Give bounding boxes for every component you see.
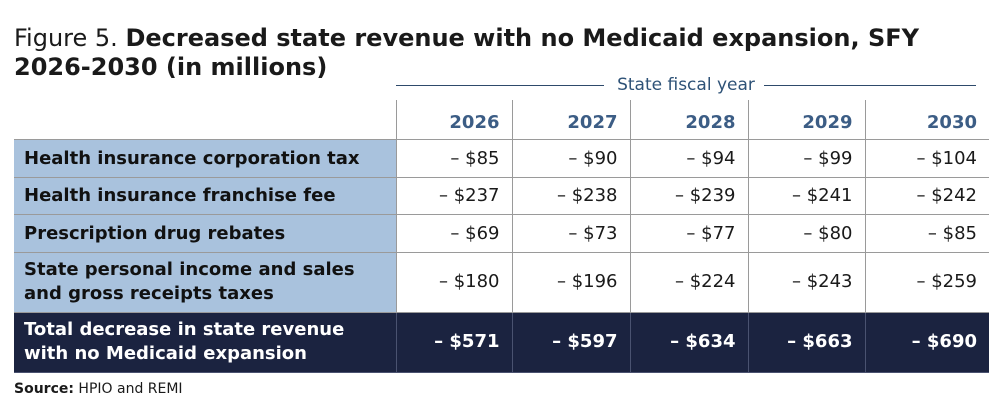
source-note: Source: HPIO and REMI: [14, 381, 183, 397]
figure-title: Figure 5. Decreased state revenue with n…: [14, 24, 989, 82]
table-cell: – $80: [747, 213, 866, 253]
total-label: Total decrease in state revenue with no …: [14, 311, 397, 373]
year-header: 2030: [864, 100, 989, 140]
source-text: HPIO and REMI: [73, 381, 183, 397]
table-cell: – $85: [395, 138, 513, 178]
table-cell: – $241: [747, 176, 866, 215]
table-cell: – $237: [395, 176, 513, 215]
header-blank: [14, 100, 397, 140]
table-cell: – $73: [511, 213, 631, 253]
column-group-label: State fiscal year: [617, 75, 755, 95]
table-cell: – $259: [864, 251, 989, 313]
table-cell: – $85: [864, 213, 989, 253]
table-cell: – $90: [511, 138, 631, 178]
total-row: Total decrease in state revenue with no …: [14, 311, 989, 373]
year-header: 2029: [747, 100, 866, 140]
table-cell: – $94: [629, 138, 749, 178]
row-label: State personal income and sales and gros…: [14, 251, 397, 313]
source-label: Source:: [14, 381, 74, 397]
divider-line-right: [764, 85, 976, 86]
row-label: Health insurance franchise fee: [14, 176, 397, 215]
header-row: 2026 2027 2028 2029 2030: [14, 100, 989, 140]
table-cell: – $77: [629, 213, 749, 253]
year-header: 2028: [629, 100, 749, 140]
table-cell: – $180: [395, 251, 513, 313]
table-row: State personal income and sales and gros…: [14, 251, 989, 313]
total-cell: – $663: [747, 311, 866, 373]
table-cell: – $104: [864, 138, 989, 178]
year-header: 2027: [511, 100, 631, 140]
table-cell: – $242: [864, 176, 989, 215]
figure-label: Figure 5.: [14, 24, 126, 52]
table-cell: – $69: [395, 213, 513, 253]
row-label: Health insurance corporation tax: [14, 138, 397, 178]
table-row: Health insurance franchise fee – $237 – …: [14, 176, 989, 215]
total-cell: – $571: [395, 311, 513, 373]
table-cell: – $224: [629, 251, 749, 313]
divider-line-left: [396, 85, 604, 86]
table-cell: – $243: [747, 251, 866, 313]
total-cell: – $634: [629, 311, 749, 373]
row-label: Prescription drug rebates: [14, 213, 397, 253]
column-group-header: State fiscal year: [396, 74, 976, 96]
table-cell: – $238: [511, 176, 631, 215]
total-cell: – $690: [864, 311, 989, 373]
figure-title-text: Decreased state revenue with no Medicaid…: [14, 24, 919, 81]
total-cell: – $597: [511, 311, 631, 373]
revenue-table: 2026 2027 2028 2029 2030 Health insuranc…: [14, 100, 989, 373]
table-row: Prescription drug rebates – $69 – $73 – …: [14, 213, 989, 253]
table-row: Health insurance corporation tax – $85 –…: [14, 138, 989, 178]
table-cell: – $239: [629, 176, 749, 215]
table-cell: – $196: [511, 251, 631, 313]
year-header: 2026: [395, 100, 513, 140]
table-cell: – $99: [747, 138, 866, 178]
